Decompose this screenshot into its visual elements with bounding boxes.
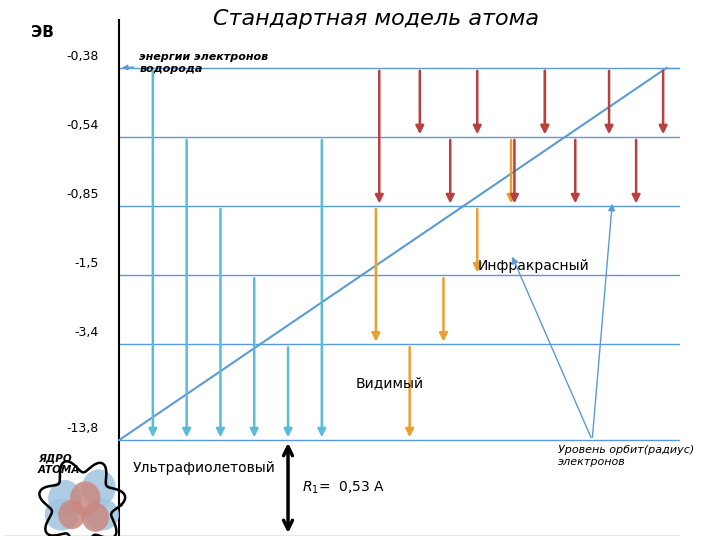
Ellipse shape (45, 498, 78, 530)
Ellipse shape (82, 469, 116, 507)
Text: $R_1$=  0,53 А: $R_1$= 0,53 А (302, 480, 385, 496)
Text: -13,8: -13,8 (66, 422, 99, 435)
Ellipse shape (70, 481, 101, 516)
Text: -0,54: -0,54 (66, 119, 99, 132)
Text: -1,5: -1,5 (74, 257, 99, 270)
Text: Видимый: Видимый (356, 376, 424, 390)
Ellipse shape (58, 500, 85, 529)
Text: Стандартная модель атома: Стандартная модель атома (213, 10, 539, 30)
Ellipse shape (85, 498, 119, 530)
Text: ЯДРО
АТОМА: ЯДРО АТОМА (38, 454, 81, 475)
Text: Инфракрасный: Инфракрасный (477, 259, 589, 273)
Text: ЭВ: ЭВ (31, 25, 54, 40)
Text: Ультрафиолетовый: Ультрафиолетовый (132, 461, 276, 475)
Text: -0,38: -0,38 (66, 50, 99, 63)
Ellipse shape (82, 503, 109, 532)
Text: Уровень орбит(радиус)
электронов: Уровень орбит(радиус) электронов (559, 446, 695, 467)
Text: -3,4: -3,4 (75, 326, 99, 339)
Ellipse shape (48, 480, 82, 517)
Text: энергии электронов
водорода: энергии электронов водорода (123, 52, 269, 73)
Text: -0,85: -0,85 (66, 188, 99, 201)
